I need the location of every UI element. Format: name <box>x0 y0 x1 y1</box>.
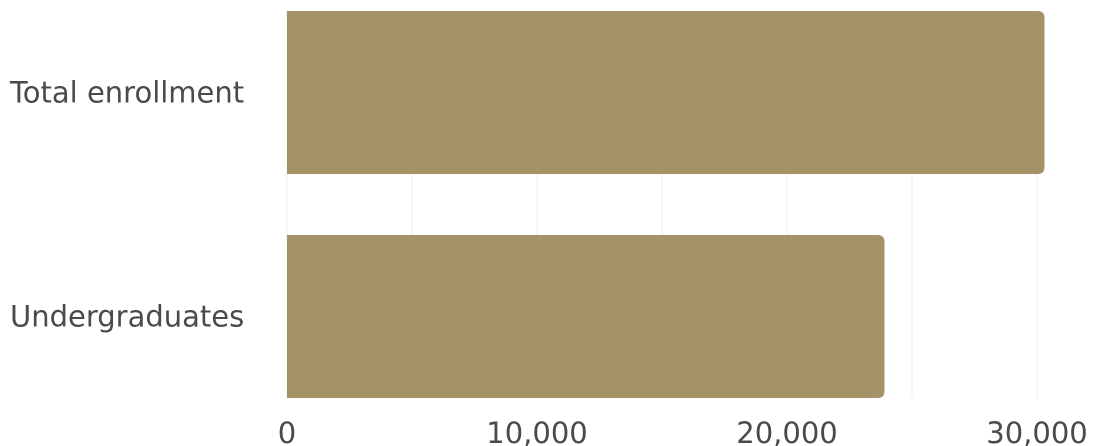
x-axis-tick-labels: 0 10,000 20,000 30,000 <box>278 416 1088 446</box>
x-tick-label: 20,000 <box>736 416 837 446</box>
category-label: Total enrollment <box>9 76 244 110</box>
x-tick-label: 10,000 <box>486 416 587 446</box>
bar-total-enrollment <box>287 11 1045 174</box>
x-tick-label: 30,000 <box>986 416 1087 446</box>
bars <box>287 11 1045 398</box>
category-label: Undergraduates <box>10 300 244 334</box>
category-labels: Total enrollment Undergraduates <box>9 76 244 334</box>
bar-undergraduates <box>287 235 885 398</box>
x-tick-label: 0 <box>278 416 296 446</box>
